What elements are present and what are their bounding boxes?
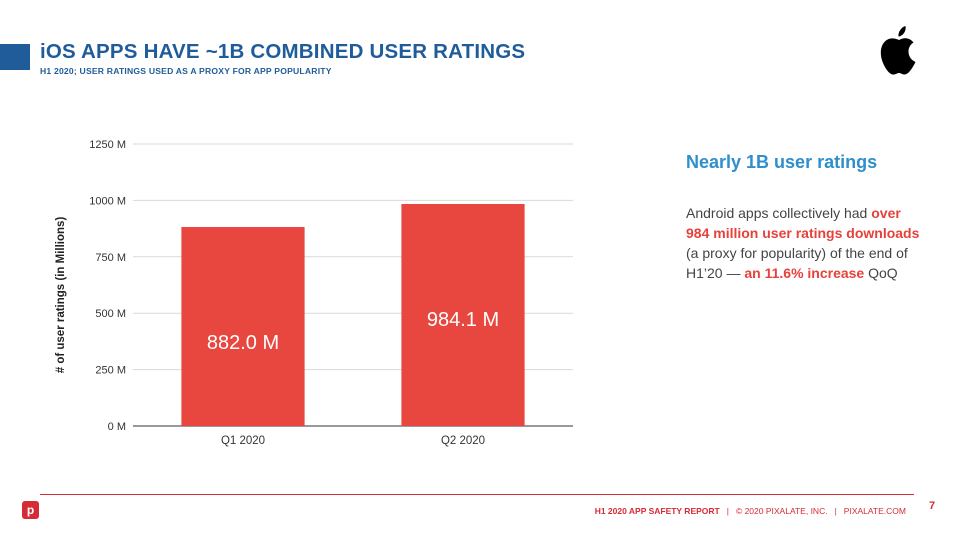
pixalate-logo-icon: p [22,501,39,519]
bar-data-label: 984.1 M [427,309,499,331]
x-tick-label: Q2 2020 [441,435,485,447]
x-tick-label: Q1 2020 [221,435,265,447]
footer-separator: | [726,506,729,516]
side-body-part-3: (a proxy for popularity) of the end of H… [686,245,908,281]
page-number: 7 [929,500,936,512]
title-accent-block [0,44,30,70]
side-body-highlight-ratings: over 984 million user ratings downloads [686,205,920,241]
side-body-text: Android apps collectively had over 984 m… [686,203,926,283]
side-body-part-1: Android apps collectively had [686,205,872,221]
side-heading: Nearly 1B user ratings [686,152,878,172]
bar-data-label: 882.0 M [207,332,279,354]
side-body-highlight-increase: an 11.6% increase [744,265,865,281]
footer-text: H1 2020 APP SAFETY REPORT | © 2020 PIXALAT… [595,506,906,516]
y-tick-label: 1000 M [89,195,126,207]
y-tick-label: 750 M [95,252,126,264]
y-tick-label: 1250 M [89,139,126,151]
apple-logo-icon [880,26,916,75]
slide-subtitle: H1 2020; USER RATINGS USED AS A PROXY FO… [40,66,332,76]
footer-site: PIXALATE.COM [843,506,906,516]
y-axis-title: # of user ratings (in Millions) [55,217,67,374]
bar [181,227,305,426]
y-tick-label: 0 M [108,421,126,433]
y-tick-label: 250 M [95,365,126,377]
footer-report-title: H1 2020 APP SAFETY REPORT [594,506,720,516]
bar [401,203,525,426]
footer-copyright: © 2020 PIXALATE, INC. [735,506,828,516]
y-tick-label: 500 M [95,308,126,320]
footer-separator: | [834,506,837,516]
side-body-part-5: QoQ [864,265,898,281]
slide-title: iOS APPS HAVE ~1B COMBINED USER RATINGS [40,40,526,63]
footer-divider [40,494,914,495]
